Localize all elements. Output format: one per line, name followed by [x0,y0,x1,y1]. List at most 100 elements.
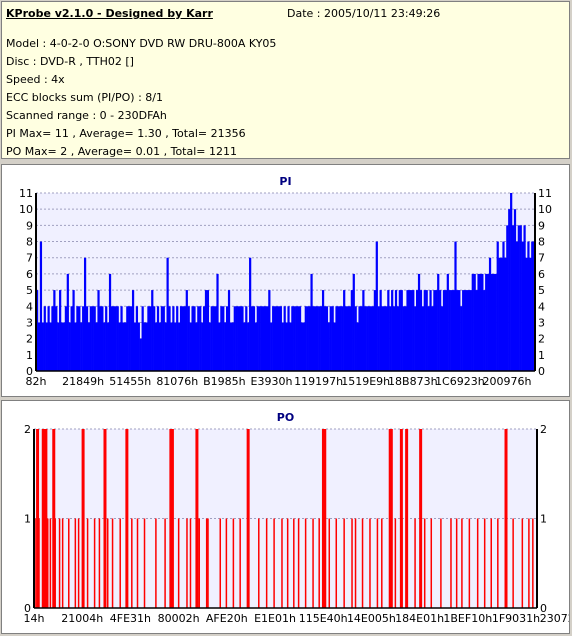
bar [406,290,409,371]
bar [364,306,367,371]
bar [519,225,522,371]
bar [513,209,517,371]
bar [258,306,261,371]
bar [247,322,250,371]
bar [389,429,393,608]
bar [135,306,139,371]
bar [468,518,471,608]
bar [517,225,520,371]
bar [118,322,121,371]
y-tick-label-right: 7 [538,252,545,265]
x-tick-label: AFE20h [206,612,248,625]
bar [423,518,426,608]
bar [38,518,40,608]
bar [58,518,61,608]
y-tick-label-right: 9 [538,219,545,232]
bar [327,322,330,371]
bar [191,306,194,371]
bar [458,290,461,371]
bar [119,518,121,608]
bar [103,322,106,371]
bar [197,306,200,371]
bar [481,273,484,371]
bar [506,225,509,371]
bar [320,306,323,371]
bar [350,290,353,371]
bar [400,290,403,371]
y-tick-label-right: 11 [538,187,552,200]
bar [429,290,432,371]
bar [47,306,50,371]
bar [492,273,495,371]
bar [133,322,137,371]
bar [479,273,482,371]
bar [124,322,127,371]
bar [256,306,259,371]
x-tick-label: 1BEF10h [443,612,492,625]
bar [204,290,208,371]
bar [504,257,507,371]
bar [460,306,463,371]
bar [126,306,129,371]
bar [218,322,221,371]
y-tick-label-right: 10 [538,203,552,216]
bar [461,518,463,608]
disc-info-panel: KProbe v2.1.0 - Designed by Karr Date : … [1,1,570,159]
x-tick-label: 4FE31h [110,612,151,625]
bar [164,322,167,371]
bar [114,306,117,371]
po-chart-panel: PO 0 0 1 1 2 2 14h 21004h 4FE31h 80002h AFE20h E1E01… [1,400,570,634]
bar [306,306,309,371]
plot-area [34,429,537,608]
bar [502,241,505,371]
bar [410,290,413,371]
bar [158,322,162,371]
bar [323,306,327,371]
bar [500,257,503,371]
bar [414,518,416,608]
bar [91,306,94,371]
bar [286,518,289,608]
bar [243,322,246,371]
bar [450,518,452,608]
bar [304,306,307,371]
bar [476,518,479,608]
bar [348,306,352,371]
bar [68,518,70,608]
bar [293,518,295,608]
bar [229,322,233,371]
bar [241,306,244,371]
bar [312,518,314,608]
x-tick-label: 14E005h [347,612,396,625]
bar [260,306,263,371]
bar [108,273,112,371]
pi-chart-panel: PI 0 0 1 1 2 2 3 3 4 4 5 5 6 6 7 7 8 8 9 9 10 10 11 11 82h 21849h 5… [1,164,570,397]
bar [97,290,100,371]
y-tick-label-left: 3 [26,316,33,329]
bar [49,518,52,608]
bar [477,273,480,371]
bar [304,518,307,608]
bar [143,518,146,608]
bar [57,322,60,371]
bar [160,306,163,371]
bar [423,290,426,371]
bar [281,322,284,371]
bar [130,306,133,371]
bar [469,290,472,371]
y-tick-label-left: 10 [19,203,33,216]
bar [383,306,386,371]
bar [111,518,114,608]
bar [394,290,398,371]
bar [143,322,146,371]
x-tick-label: B1985h [203,375,246,388]
bar [151,290,154,371]
bar [450,290,453,371]
bar [379,290,382,371]
bar [389,306,392,371]
bar [360,306,363,371]
bar [156,306,160,371]
bar [439,290,442,371]
bar [321,290,325,371]
bar [201,322,204,371]
